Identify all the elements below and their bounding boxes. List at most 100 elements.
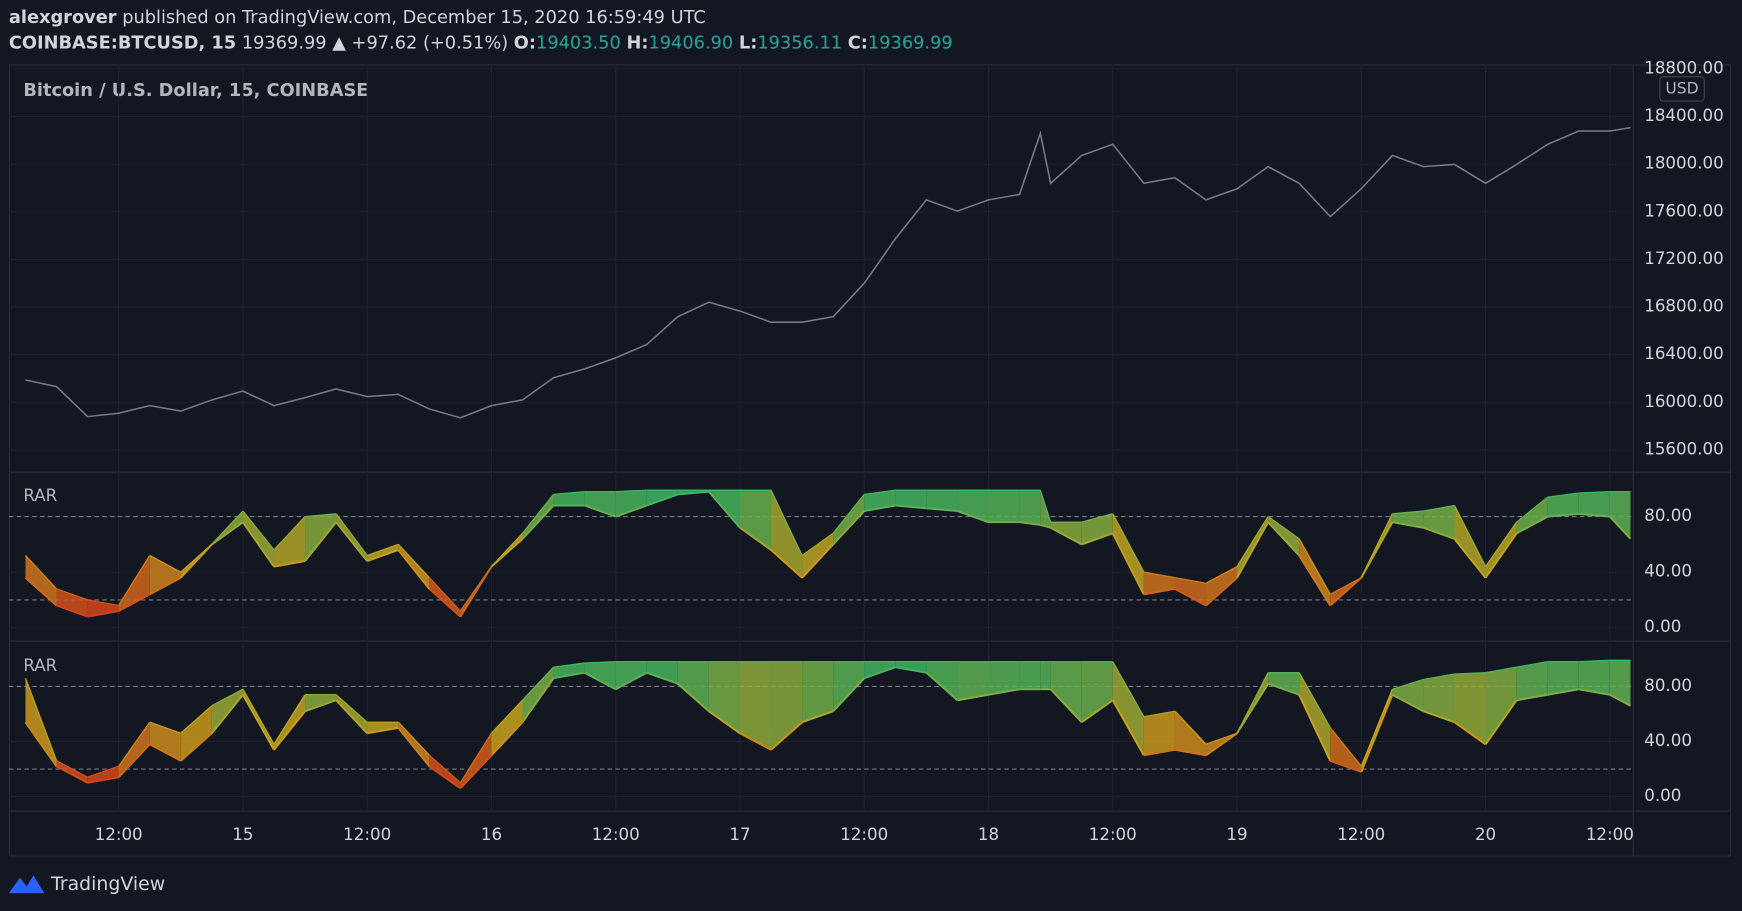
- rar-line: [677, 682, 710, 712]
- band-fill: [1485, 667, 1517, 745]
- band-fill: [149, 722, 181, 761]
- rar-line: [490, 532, 524, 568]
- rar-line: [118, 721, 151, 767]
- band-fill: [1174, 577, 1206, 606]
- rar-line: [770, 489, 803, 556]
- rar-line: [56, 760, 88, 778]
- rar-line: [584, 661, 616, 664]
- rar-line: [1360, 694, 1394, 773]
- rar-line: [397, 727, 431, 767]
- y-tick-label: 80.00: [1644, 676, 1692, 695]
- band-fill: [833, 494, 865, 545]
- last: 19369.99: [242, 33, 327, 53]
- band-fill: [1547, 661, 1579, 695]
- rar-line: [428, 765, 461, 790]
- rar-line: [1578, 659, 1610, 663]
- rar-line: [273, 710, 306, 751]
- rar-line: [211, 510, 244, 545]
- rar-line: [1143, 571, 1176, 579]
- x-tick-label: 12:00: [1337, 825, 1385, 844]
- rar-line: [397, 549, 431, 590]
- rar-line: [615, 504, 648, 518]
- rar-line: [304, 513, 337, 518]
- rar-line: [1174, 577, 1207, 584]
- rar-line: [1453, 505, 1487, 567]
- band-fill: [1143, 711, 1175, 756]
- rar-line: [459, 754, 493, 789]
- rar-line: [584, 671, 617, 691]
- band-fill: [149, 555, 181, 595]
- band-fill: [739, 490, 772, 550]
- x-tick-label: 12:00: [343, 825, 391, 844]
- rar-line: [957, 693, 989, 702]
- rar-line: [24, 677, 58, 762]
- band-fill: [429, 577, 461, 617]
- rar-line: [1111, 699, 1145, 756]
- rar-line: [1329, 727, 1362, 767]
- band-fill: [56, 760, 88, 783]
- band-fill: [305, 513, 337, 562]
- rar-line: [1423, 710, 1455, 724]
- ohlc-label: H:: [626, 33, 648, 53]
- rar-line: [1205, 732, 1238, 745]
- unit: USD: [1665, 79, 1698, 97]
- pane-title: RAR: [23, 486, 57, 505]
- pane-title: Bitcoin / U.S. Dollar, 15, COINBASE: [23, 81, 368, 101]
- band-fill: [429, 755, 461, 789]
- rar-line: [1174, 710, 1207, 745]
- rar-line: [117, 743, 151, 778]
- rar-line: [1143, 587, 1176, 596]
- rar-line: [118, 593, 151, 612]
- band-fill: [1609, 491, 1631, 539]
- x-tick-label: 15: [232, 825, 253, 844]
- rar-line: [118, 555, 151, 606]
- rar-line: [1205, 566, 1238, 584]
- rar-line: [304, 521, 337, 562]
- rar-line: [646, 493, 679, 507]
- band-fill: [1205, 733, 1238, 756]
- band-fill: [615, 490, 647, 517]
- rar-line: [1516, 515, 1549, 535]
- y-tick-label: 16800.00: [1644, 297, 1723, 316]
- rar-line: [1423, 526, 1455, 540]
- rar-line: [180, 543, 213, 579]
- x-tick-label: 18: [978, 825, 999, 844]
- symbol: COINBASE:BTCUSD, 15: [9, 33, 236, 53]
- rar-line: [1453, 721, 1487, 746]
- rar-line: [584, 504, 617, 518]
- band-fill: [584, 661, 616, 690]
- rar-line: [87, 776, 119, 784]
- band-fill: [1454, 505, 1486, 578]
- band-fill: [305, 694, 337, 712]
- band-fill: [87, 599, 119, 617]
- band-fill: [1040, 661, 1051, 690]
- rar-line: [1205, 732, 1238, 757]
- band-fill: [56, 588, 88, 617]
- rar-line: [273, 694, 306, 745]
- rar-line: [1516, 496, 1549, 523]
- band-fill: [1423, 505, 1455, 539]
- rar-line: [1578, 512, 1610, 518]
- band-fill: [1081, 661, 1113, 723]
- rar-line: [1391, 693, 1424, 713]
- band-fill: [1578, 660, 1610, 695]
- rar-line: [1360, 513, 1393, 578]
- x-tick-label: 16: [481, 825, 502, 844]
- rar-line: [367, 726, 399, 735]
- rar-line: [1547, 512, 1579, 518]
- rar-line: [1516, 693, 1548, 702]
- rar-line: [180, 705, 213, 734]
- rar-line: [988, 688, 1020, 696]
- rar-line: [87, 765, 119, 778]
- rar-line: [739, 732, 772, 751]
- band-fill: [1019, 490, 1041, 525]
- rar-line: [1516, 661, 1548, 668]
- rar-line: [553, 671, 585, 680]
- rar-line: [1174, 748, 1207, 757]
- rar-line: [242, 694, 275, 751]
- band-fill: [1050, 661, 1082, 723]
- rar-line: [521, 504, 555, 540]
